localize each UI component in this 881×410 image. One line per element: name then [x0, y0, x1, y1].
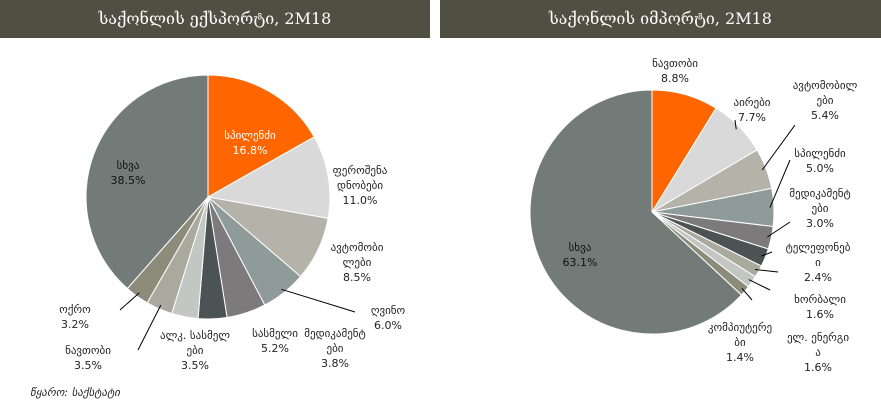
slice-label: სხვა	[116, 159, 140, 172]
value-label: 16.8%	[232, 144, 268, 157]
slice-label: კომპიუტერები	[707, 321, 773, 349]
slice-label: ავტომობილები	[792, 79, 858, 107]
value-label: 2.4%	[804, 271, 832, 284]
slice-label: მედიკამენტები	[789, 187, 851, 215]
value-label: 7.7%	[738, 111, 766, 124]
pie-slice	[85, 74, 209, 290]
value-label: 8.8%	[661, 72, 689, 85]
leader-line	[761, 251, 773, 257]
chart-title: საქონლის იმპორტი, 2M18	[440, 0, 881, 38]
source: წყარო: საქსტატი	[30, 386, 120, 399]
value-label: 8.5%	[343, 271, 371, 284]
slice-label: ელ. ენერგია	[786, 331, 850, 359]
leader-line	[137, 304, 162, 351]
leader-line	[761, 124, 796, 171]
pie-slice	[207, 74, 315, 198]
pie-slice	[529, 89, 743, 335]
value-label: 38.5%	[110, 174, 146, 187]
chart-title: საქონლის ექსპორტი, 2M18	[0, 0, 430, 38]
value-label: 3.5%	[181, 359, 209, 372]
slice-label: ღვინო	[370, 304, 406, 317]
leader-line	[754, 268, 779, 273]
value-label: 3.0%	[806, 217, 834, 230]
value-label: 3.8%	[321, 357, 349, 370]
value-label: 5.4%	[811, 109, 839, 122]
slice-label: სპილენძი	[794, 147, 846, 160]
value-label: 5.2%	[261, 342, 289, 355]
slice-label: ხორბალი	[794, 293, 846, 306]
slice-label: ავტომობილები	[330, 241, 384, 269]
leader-line	[281, 288, 356, 313]
value-label: 3.5%	[74, 359, 102, 372]
leader-line	[734, 119, 737, 130]
slice-label: ოქრო	[59, 303, 91, 316]
value-label: 1.6%	[804, 361, 832, 374]
value-label: 11.0%	[342, 194, 378, 207]
leader-line	[769, 159, 791, 208]
slice-label: ალკ. სასმელები	[159, 329, 231, 357]
slice-label: ნავთობი	[652, 57, 698, 70]
value-label: 1.4%	[726, 351, 754, 364]
value-label: 63.1%	[562, 256, 598, 269]
leader-line	[119, 292, 140, 311]
slice-label: მედიკამენტები	[304, 327, 366, 355]
slice-label: სხვა	[568, 241, 592, 254]
leader-line	[741, 288, 753, 301]
slice-label: სპილენძი	[224, 129, 276, 142]
pie-slice	[206, 136, 331, 219]
leader-line	[767, 221, 791, 238]
slice-label: ფეროშენადნობები	[332, 164, 388, 192]
slice-label: ნავთობი	[65, 344, 111, 357]
slice-label: ტელეფონები	[785, 241, 851, 269]
slice-label: სასმელი	[252, 327, 298, 340]
value-label: 1.6%	[806, 308, 834, 321]
leader-line	[748, 279, 771, 291]
value-label: 5.0%	[806, 162, 834, 175]
value-label: 6.0%	[374, 319, 402, 332]
slice-label: აირები	[733, 96, 771, 109]
value-label: 3.2%	[61, 318, 89, 331]
